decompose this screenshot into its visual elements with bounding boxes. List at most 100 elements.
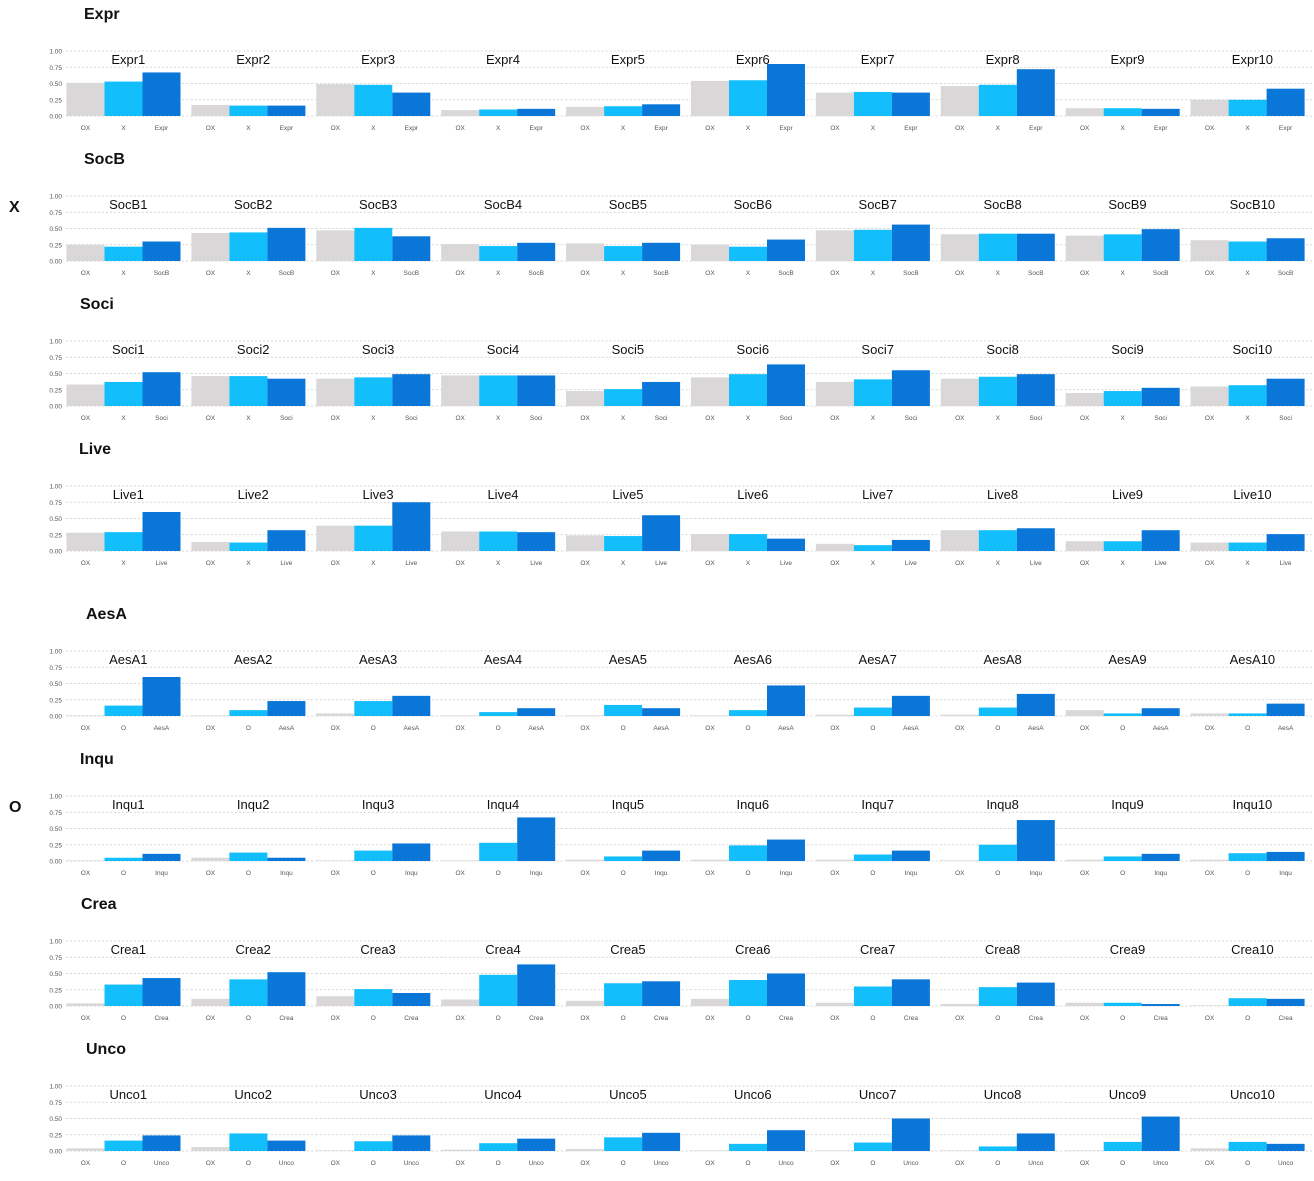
x-tick-label: OX <box>206 415 216 422</box>
bar-o <box>853 986 892 1006</box>
facet-label: Soci3 <box>362 342 395 357</box>
bar-o <box>229 710 268 716</box>
facet-panel-expr2: Expr2 OX X Expr <box>190 50 316 132</box>
x-tick-label: AesA <box>528 725 544 732</box>
x-tick-label: Expr <box>1279 125 1293 132</box>
x-tick-label: Expr <box>530 125 544 132</box>
facet-label: AesA1 <box>109 652 147 667</box>
facet-panel-aesa2: AesA2 OX O AesA <box>190 650 316 732</box>
facet-panel-inqu7: Inqu7 OX O Inqu <box>815 795 940 877</box>
bar-ox <box>441 1149 480 1151</box>
x-tick-label: SocB <box>778 270 794 277</box>
facet-label: Live3 <box>363 487 394 502</box>
bar-o <box>729 710 767 716</box>
facet-panel-live5: Live5 OX X Live <box>565 485 691 567</box>
x-tick-label: OX <box>705 125 715 132</box>
x-tick-label: X <box>246 415 251 422</box>
x-tick-label: X <box>121 415 126 422</box>
y-tick-label: 0.75 <box>49 355 62 362</box>
bar-o <box>978 1146 1017 1151</box>
x-tick-label: O <box>121 1160 126 1167</box>
y-tick-label: 1.00 <box>49 939 62 946</box>
bar-x <box>479 109 518 116</box>
x-tick-label: X <box>871 415 876 422</box>
bar-socb <box>142 241 181 261</box>
bar-ox <box>691 998 729 1006</box>
bar-x <box>978 376 1017 406</box>
bar-unco <box>891 1118 930 1151</box>
x-tick-label: O <box>745 725 750 732</box>
bar-o <box>1228 998 1267 1006</box>
facet-panel-inqu8: Inqu8 OX O Inqu <box>940 795 1065 877</box>
facet-panel-soci3: Soci3 OX X Soci <box>315 340 441 422</box>
bar-x <box>729 374 767 406</box>
bar-ox <box>1190 1148 1229 1151</box>
facet-panel-crea1: Crea1 OX O Crea <box>66 940 191 1022</box>
facet-label: SocB3 <box>359 197 397 212</box>
facet-panel-soci1: Soci1 OX X Soci <box>66 340 191 422</box>
bar-x <box>354 84 393 116</box>
bar-ox <box>191 376 230 406</box>
x-tick-label: O <box>246 1015 251 1022</box>
bar-ox <box>940 1150 979 1151</box>
bar-x <box>1228 241 1267 261</box>
row-title-socb: SocB <box>84 151 125 168</box>
bar-ox <box>566 715 605 716</box>
x-tick-label: O <box>1245 870 1250 877</box>
x-tick-label: X <box>1121 270 1126 277</box>
bar-unco <box>1141 1116 1180 1151</box>
bar-ox <box>566 1000 605 1006</box>
x-tick-label: Crea <box>529 1015 543 1022</box>
x-tick-label: OX <box>955 415 965 422</box>
facet-panel-crea4: Crea4 OX O Crea <box>440 940 566 1022</box>
x-tick-label: OX <box>455 1160 465 1167</box>
bar-crea <box>642 981 681 1006</box>
bar-ox <box>940 234 979 261</box>
facet-label: Live8 <box>987 487 1018 502</box>
row-chart-socb: 1.00 0.75 0.50 0.25 0.00 SocB1 OX X SocB SocB2 OX X… <box>49 194 1314 277</box>
bar-expr <box>1266 88 1305 116</box>
facet-panel-aesa7: AesA7 OX O AesA <box>815 650 940 732</box>
bar-o <box>1228 713 1267 716</box>
bar-soci <box>1266 378 1305 406</box>
y-tick-label: 0.50 <box>49 226 62 233</box>
bar-unco <box>142 1135 181 1151</box>
bar-aesa <box>142 677 181 716</box>
bar-ox <box>566 1149 605 1151</box>
facet-label: Live1 <box>113 487 144 502</box>
bar-soci <box>891 370 930 406</box>
facet-panel-crea7: Crea7 OX O Crea <box>815 940 940 1022</box>
facet-label: Soci9 <box>1111 342 1144 357</box>
bar-ox <box>66 1148 105 1151</box>
bar-expr <box>767 64 805 116</box>
y-tick-label: 1.00 <box>49 339 62 346</box>
facet-panel-unco10: Unco10 OX O Unco <box>1190 1085 1314 1167</box>
x-tick-label: O <box>1245 725 1250 732</box>
facet-panel-crea5: Crea5 OX O Crea <box>565 940 691 1022</box>
bar-crea <box>1016 982 1055 1006</box>
facet-label: Soci4 <box>487 342 520 357</box>
facet-label: AesA4 <box>484 652 522 667</box>
facet-label: Unco10 <box>1230 1087 1275 1102</box>
facet-label: Inqu6 <box>737 797 770 812</box>
x-tick-label: Unco <box>1028 1160 1044 1167</box>
bar-ox <box>566 535 605 551</box>
bar-ox <box>1065 1150 1104 1151</box>
bar-live <box>642 515 681 551</box>
x-tick-label: O <box>1245 1015 1250 1022</box>
bar-o <box>479 842 518 861</box>
row-title-crea: Crea <box>81 896 117 913</box>
bar-ox <box>66 244 105 261</box>
x-tick-label: O <box>1120 1015 1125 1022</box>
bar-ox <box>316 996 355 1006</box>
bar-o <box>479 974 518 1006</box>
x-tick-label: OX <box>81 1015 91 1022</box>
x-tick-label: OX <box>1080 1015 1090 1022</box>
x-tick-label: OX <box>580 415 590 422</box>
row-chart-inqu: 1.00 0.75 0.50 0.25 0.00 Inqu1 OX O Inqu Inqu2 OX O… <box>49 794 1314 877</box>
bar-inqu <box>642 850 681 861</box>
facet-label: Unco4 <box>484 1087 522 1102</box>
x-tick-label: OX <box>1205 415 1215 422</box>
bar-ox <box>566 859 605 861</box>
bar-crea <box>142 978 181 1006</box>
